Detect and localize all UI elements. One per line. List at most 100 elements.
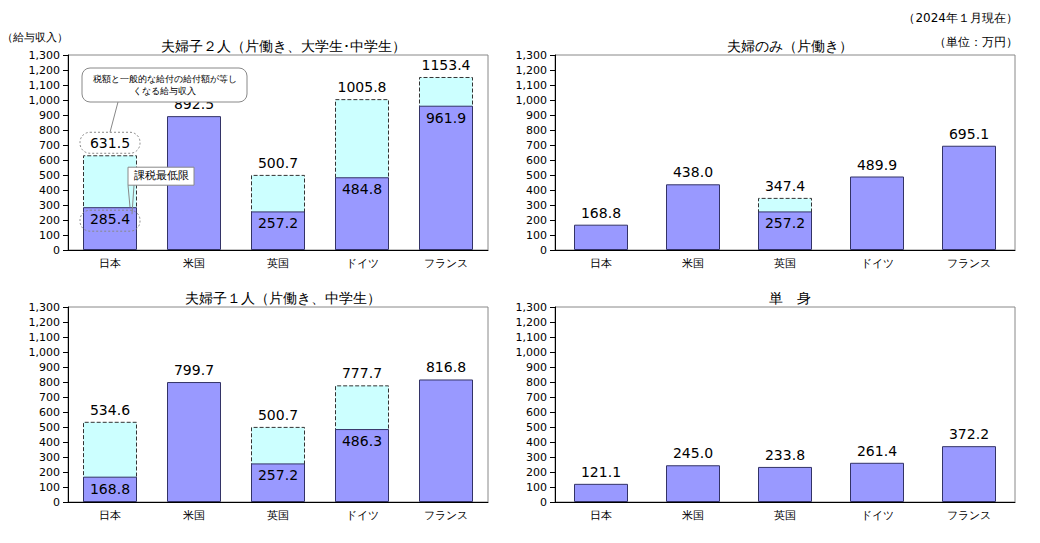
svg-text:200: 200	[526, 466, 547, 479]
svg-text:フランス: フランス	[947, 509, 991, 522]
svg-text:日本: 日本	[99, 257, 121, 270]
svg-text:税額と一般的な給付の給付額が等し: 税額と一般的な給付の給付額が等し	[93, 74, 237, 84]
svg-text:372.2: 372.2	[949, 426, 989, 442]
svg-text:500.7: 500.7	[258, 407, 298, 423]
svg-text:961.9: 961.9	[426, 110, 466, 126]
svg-text:489.9: 489.9	[857, 157, 897, 173]
svg-text:400: 400	[526, 436, 547, 449]
svg-text:600: 600	[39, 406, 60, 419]
svg-text:438.0: 438.0	[673, 164, 713, 180]
svg-text:500: 500	[526, 421, 547, 434]
svg-text:168.8: 168.8	[581, 205, 621, 221]
svg-text:100: 100	[39, 229, 60, 242]
svg-text:100: 100	[526, 229, 547, 242]
svg-text:1,100: 1,100	[29, 331, 61, 344]
svg-text:100: 100	[526, 481, 547, 494]
svg-text:1,100: 1,100	[516, 79, 548, 92]
svg-text:900: 900	[526, 109, 547, 122]
svg-text:500: 500	[39, 169, 60, 182]
svg-text:900: 900	[39, 361, 60, 374]
svg-text:257.2: 257.2	[258, 215, 298, 231]
svg-text:300: 300	[39, 451, 60, 464]
svg-text:300: 300	[39, 199, 60, 212]
svg-text:フランス: フランス	[947, 257, 991, 270]
svg-text:486.3: 486.3	[342, 433, 382, 449]
svg-text:ドイツ: ドイツ	[861, 257, 894, 270]
svg-text:300: 300	[526, 451, 547, 464]
svg-text:0: 0	[540, 496, 547, 509]
svg-text:400: 400	[39, 184, 60, 197]
svg-text:1,300: 1,300	[516, 301, 548, 314]
svg-text:英国: 英国	[267, 509, 289, 522]
svg-text:400: 400	[39, 436, 60, 449]
svg-text:777.7: 777.7	[342, 365, 382, 381]
svg-text:1,200: 1,200	[516, 64, 548, 77]
svg-text:245.0: 245.0	[673, 445, 713, 461]
svg-text:700: 700	[39, 139, 60, 152]
svg-text:日本: 日本	[590, 257, 612, 270]
svg-text:英国: 英国	[774, 509, 796, 522]
svg-text:1,000: 1,000	[516, 346, 548, 359]
svg-text:534.6: 534.6	[90, 402, 130, 418]
svg-text:500.7: 500.7	[258, 155, 298, 171]
svg-text:日本: 日本	[99, 509, 121, 522]
svg-text:800: 800	[39, 376, 60, 389]
svg-text:1,000: 1,000	[516, 94, 548, 107]
svg-text:単 身: 単 身	[769, 290, 811, 306]
svg-text:1,300: 1,300	[29, 301, 61, 314]
svg-text:0: 0	[53, 244, 60, 257]
svg-text:347.4: 347.4	[765, 178, 805, 194]
svg-text:米国: 米国	[183, 257, 205, 270]
svg-text:1,200: 1,200	[516, 316, 548, 329]
svg-text:500: 500	[39, 421, 60, 434]
svg-text:夫婦子１人（片働き、中学生）: 夫婦子１人（片働き、中学生）	[185, 290, 381, 306]
svg-text:1,300: 1,300	[516, 49, 548, 62]
svg-text:フランス: フランス	[424, 257, 468, 270]
svg-text:ドイツ: ドイツ	[346, 257, 379, 270]
svg-text:（単位：万円）: （単位：万円）	[934, 35, 1018, 49]
svg-text:1,000: 1,000	[29, 346, 61, 359]
svg-text:799.7: 799.7	[174, 362, 214, 378]
svg-text:英国: 英国	[267, 257, 289, 270]
svg-text:200: 200	[39, 466, 60, 479]
svg-text:日本: 日本	[590, 509, 612, 522]
svg-text:1,200: 1,200	[29, 64, 61, 77]
svg-text:200: 200	[39, 214, 60, 227]
svg-text:600: 600	[526, 406, 547, 419]
svg-text:米国: 米国	[183, 509, 205, 522]
svg-text:1,100: 1,100	[29, 79, 61, 92]
svg-text:（2024年１月現在）: （2024年１月現在）	[903, 11, 1018, 25]
svg-text:800: 800	[526, 124, 547, 137]
svg-text:400: 400	[526, 184, 547, 197]
svg-text:700: 700	[526, 139, 547, 152]
svg-text:600: 600	[39, 154, 60, 167]
svg-text:英国: 英国	[774, 257, 796, 270]
svg-text:0: 0	[540, 244, 547, 257]
svg-text:1,100: 1,100	[516, 331, 548, 344]
svg-text:ドイツ: ドイツ	[861, 509, 894, 522]
svg-text:1,000: 1,000	[29, 94, 61, 107]
svg-text:121.1: 121.1	[581, 464, 621, 480]
svg-text:900: 900	[39, 109, 60, 122]
svg-text:米国: 米国	[682, 509, 704, 522]
svg-text:米国: 米国	[682, 257, 704, 270]
svg-text:100: 100	[39, 481, 60, 494]
svg-text:285.4: 285.4	[90, 211, 130, 227]
svg-text:261.4: 261.4	[857, 443, 897, 459]
svg-text:900: 900	[526, 361, 547, 374]
svg-text:課税最低限: 課税最低限	[134, 169, 189, 182]
svg-text:500: 500	[526, 169, 547, 182]
svg-text:257.2: 257.2	[258, 467, 298, 483]
svg-text:233.8: 233.8	[765, 447, 805, 463]
svg-text:（給与収入）: （給与収入）	[2, 31, 68, 44]
svg-text:700: 700	[39, 391, 60, 404]
svg-text:700: 700	[526, 391, 547, 404]
svg-text:816.8: 816.8	[426, 359, 466, 375]
svg-text:1153.4: 1153.4	[422, 57, 471, 73]
svg-text:300: 300	[526, 199, 547, 212]
svg-text:800: 800	[526, 376, 547, 389]
svg-text:484.8: 484.8	[342, 181, 382, 197]
svg-text:1,200: 1,200	[29, 316, 61, 329]
svg-text:1,300: 1,300	[29, 49, 61, 62]
svg-text:631.5: 631.5	[90, 135, 130, 151]
